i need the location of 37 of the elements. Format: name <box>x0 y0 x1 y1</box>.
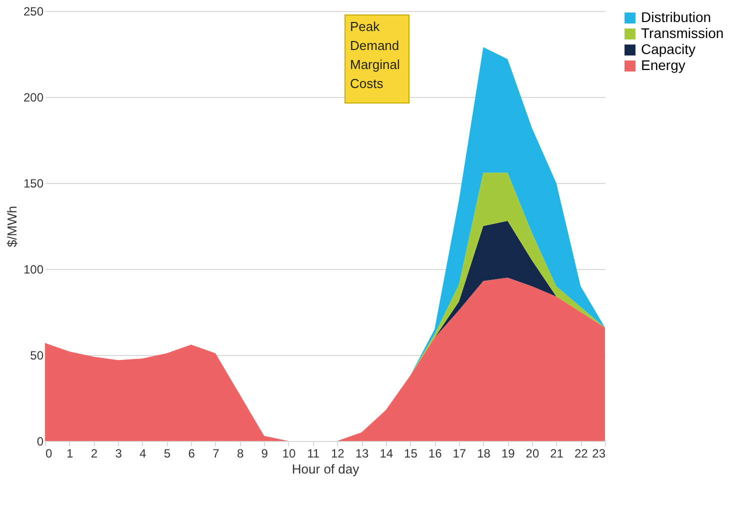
annotation: Peak Demand Marginal Costs <box>350 19 400 91</box>
y-tick-label: 100 <box>23 262 44 276</box>
x-tick-label: 1 <box>66 446 74 460</box>
x-tick-label: 23 <box>592 446 606 460</box>
x-tick-label: 10 <box>282 446 296 460</box>
legend-label: Transmission <box>641 25 724 41</box>
x-tick-label: 13 <box>355 446 370 460</box>
y-tick-label: 150 <box>23 176 44 190</box>
x-tick-label: 0 <box>46 446 52 460</box>
x-tick-label: 7 <box>212 446 220 460</box>
x-tick-label: 17 <box>452 446 466 460</box>
x-tick-label: 18 <box>477 446 491 460</box>
y-tick-label: 0 <box>36 434 44 448</box>
x-tick-label: 9 <box>261 446 268 460</box>
x-tick-label: 3 <box>115 446 122 460</box>
x-tick-label: 11 <box>307 446 320 460</box>
x-tick-label: 21 <box>550 446 564 460</box>
x-tick-label: 4 <box>140 446 147 460</box>
x-tick-label: 14 <box>380 446 394 460</box>
x-tick-label: 6 <box>188 446 196 460</box>
y-tick-label: 200 <box>23 90 44 104</box>
x-tick-label: 15 <box>404 446 418 460</box>
x-axis-title: Hour of day <box>292 462 360 476</box>
x-tick-label: 2 <box>90 446 98 460</box>
x-tick-label: 5 <box>164 446 171 460</box>
y-axis-title: $/MWh <box>4 206 20 248</box>
y-tick-label: 250 <box>23 4 44 18</box>
x-tick-label: 8 <box>236 446 244 460</box>
x-tick-label: 22 <box>574 446 588 460</box>
legend-label: Energy <box>641 57 686 73</box>
x-tick-label: 20 <box>526 446 540 460</box>
x-tick-label: 19 <box>501 446 516 460</box>
legend-label: Distribution <box>641 9 712 25</box>
x-tick-label: 12 <box>330 446 345 460</box>
y-tick-label: 50 <box>30 348 44 362</box>
x-tick-label: 16 <box>428 446 442 460</box>
legend-label: Capacity <box>641 41 696 57</box>
